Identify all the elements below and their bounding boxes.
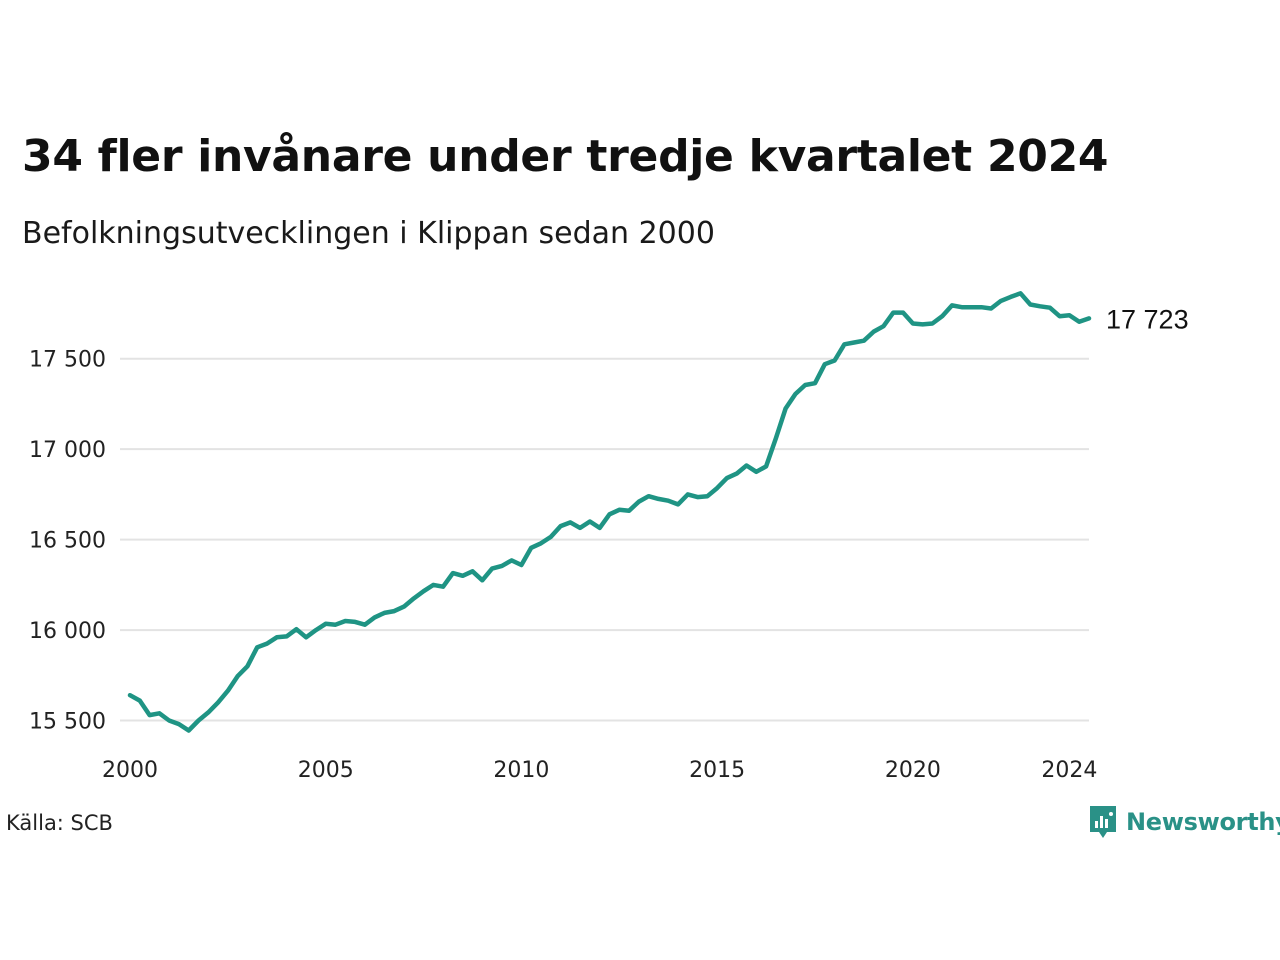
y-tick-label: 16 000 — [29, 619, 106, 644]
x-tick-label: 2020 — [885, 758, 941, 783]
series-layer — [127, 291, 1092, 733]
chart-title: 34 fler invånare under tredje kvartalet … — [22, 131, 1109, 182]
brand-name: Newsworthy — [1126, 808, 1280, 836]
y-tick-label: 17 000 — [29, 438, 106, 463]
end-value-label: 17 723 — [1106, 304, 1189, 334]
population-series-line — [127, 291, 1092, 733]
end-value-layer: 17 723 — [1106, 304, 1189, 334]
newsworthy-logo-icon — [1090, 806, 1116, 838]
x-tick-label: 2005 — [298, 758, 354, 783]
grid-lines — [120, 357, 1089, 722]
newsworthy-brand[interactable]: Newsworthy — [1088, 804, 1280, 840]
x-tick-label: 2010 — [493, 758, 549, 783]
x-tick-label: 2024 — [1041, 758, 1097, 783]
x-axis: 2000 2005 2010 2015 2020 2024 — [102, 758, 1097, 783]
chart-subtitle: Befolkningsutvecklingen i Klippan sedan … — [22, 216, 715, 251]
source-note: Källa: SCB — [6, 811, 113, 835]
x-tick-label: 2015 — [689, 758, 745, 783]
y-tick-label: 15 500 — [29, 710, 106, 735]
y-tick-label: 17 500 — [29, 348, 106, 373]
x-tick-label: 2000 — [102, 758, 158, 783]
y-axis: 15 500 16 000 16 500 17 000 17 500 — [29, 348, 106, 735]
y-tick-label: 16 500 — [29, 529, 106, 554]
